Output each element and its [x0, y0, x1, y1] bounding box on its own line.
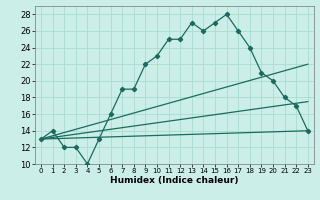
- X-axis label: Humidex (Indice chaleur): Humidex (Indice chaleur): [110, 176, 239, 185]
